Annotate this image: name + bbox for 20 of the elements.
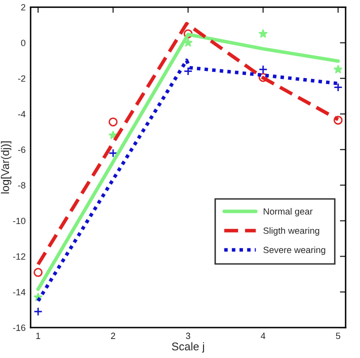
y-tick-label: -16 [13, 324, 26, 331]
x-tick-label: 2 [111, 332, 116, 339]
y-tick-label: -10 [13, 218, 26, 224]
x-tick-label: 4 [260, 332, 266, 339]
y-tick-label: 0 [21, 40, 26, 46]
y-tick-label: -2 [18, 75, 26, 82]
y-tick-label: -14 [13, 289, 26, 296]
x-axis-title: Scale j [172, 342, 204, 353]
y-tick-label: -12 [13, 253, 26, 260]
x-tick-label: 5 [336, 332, 340, 340]
y-tick-label: 2 [21, 4, 26, 10]
x-tick-label: 3 [186, 332, 190, 340]
y-tick-label: -6 [18, 146, 26, 153]
y-tick-label: -8 [18, 182, 26, 189]
x-tick-label: 1 [36, 332, 40, 339]
legend-label: Normal gear [264, 208, 313, 216]
y-axis-title: log[Var(dj)] [0, 141, 12, 194]
y-tick-label: -4 [18, 111, 26, 118]
legend-label: Severe wearing [263, 246, 326, 255]
legend-label: Sligth wearing [263, 227, 320, 236]
